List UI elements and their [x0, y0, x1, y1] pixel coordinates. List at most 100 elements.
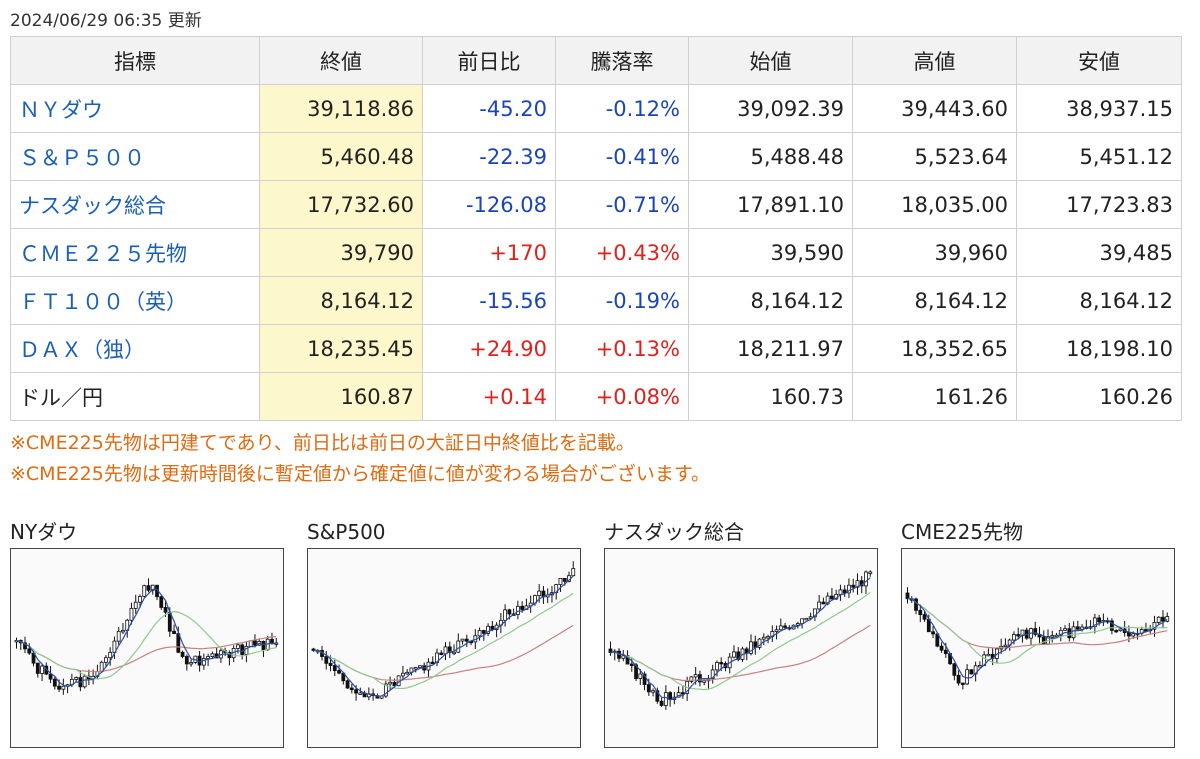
candle-body	[503, 609, 508, 621]
candle-body	[392, 681, 397, 687]
rate-value: -0.19%	[555, 276, 689, 325]
candle-body	[847, 584, 851, 594]
index-name-link[interactable]: ＤＡＸ（独）	[10, 324, 260, 373]
candle-body	[659, 700, 664, 706]
candle-body	[477, 630, 482, 637]
candle-body	[405, 671, 410, 675]
rate-value: +0.08%	[555, 372, 689, 421]
candle-body	[952, 663, 957, 676]
candle-body	[719, 662, 724, 665]
chart-cme225[interactable]: CME225先物	[901, 518, 1175, 748]
candle-body	[1152, 622, 1157, 630]
header-rate[interactable]: 騰落率	[555, 36, 689, 85]
candle-body	[184, 656, 189, 665]
moving-average-short	[313, 575, 574, 697]
candle-body	[61, 685, 66, 690]
candle-body	[774, 629, 779, 632]
candle-body	[464, 638, 469, 642]
close-value: 17,732.60	[259, 180, 423, 229]
candle-body	[1097, 617, 1102, 623]
candle-body	[253, 640, 257, 646]
candle-body	[732, 651, 736, 658]
candle-body	[150, 584, 155, 591]
low-value: 8,164.12	[1016, 276, 1182, 325]
close-value: 8,164.12	[259, 276, 423, 325]
candle-body	[689, 676, 694, 682]
candle-body	[452, 651, 456, 655]
candle-body	[812, 608, 817, 618]
candle-body	[236, 644, 240, 649]
candle-body	[52, 678, 57, 687]
open-value: 5,488.48	[688, 132, 853, 181]
header-open[interactable]: 始値	[688, 36, 853, 85]
candle-body	[197, 655, 202, 666]
candle-body	[1127, 632, 1131, 637]
candle-body	[507, 609, 512, 615]
header-close[interactable]: 終値	[259, 36, 423, 85]
moving-average-mid	[16, 610, 277, 680]
close-value: 18,235.45	[259, 324, 423, 373]
update-timestamp: 2024/06/29 06:35 更新	[10, 11, 202, 31]
candle-body	[358, 692, 363, 695]
index-name-link[interactable]: ＦＴ１００（英）	[10, 276, 260, 325]
candle-body	[642, 673, 647, 685]
chart-nasdaq[interactable]: ナスダック総合	[604, 518, 878, 748]
candlestick-chart[interactable]	[604, 548, 878, 748]
index-name-link[interactable]: ＣＭＥ２２５先物	[10, 228, 260, 277]
candle-body	[1050, 635, 1055, 638]
low-value: 38,937.15	[1016, 84, 1182, 133]
change-value: +24.90	[422, 324, 556, 373]
header-low[interactable]: 安値	[1016, 36, 1182, 85]
candle-body	[244, 645, 249, 655]
candle-body	[146, 585, 151, 591]
candle-body	[914, 598, 918, 611]
candle-body	[651, 690, 655, 693]
header-index[interactable]: 指標	[10, 36, 260, 85]
candle-body	[838, 589, 843, 595]
candle-body	[931, 631, 935, 635]
index-name-link[interactable]: Ｓ＆Ｐ５００	[10, 132, 260, 181]
candle-body	[646, 684, 651, 693]
candle-body	[261, 640, 266, 651]
candle-body	[825, 595, 830, 605]
candlestick-chart[interactable]	[307, 548, 581, 748]
candle-body	[956, 674, 961, 684]
moving-average-mid	[313, 592, 574, 690]
table-row: ドル／円 160.87 +0.14 +0.08% 160.73 161.26 160.26	[10, 372, 1182, 421]
header-high[interactable]: 高値	[852, 36, 1017, 85]
candle-body	[388, 681, 393, 685]
candle-body	[163, 607, 168, 613]
moving-average-long	[313, 624, 574, 681]
candlestick-chart[interactable]	[10, 548, 284, 748]
candle-body	[693, 674, 698, 678]
candle-body	[248, 640, 253, 647]
candle-body	[142, 585, 147, 597]
candle-body	[129, 607, 134, 621]
header-change[interactable]: 前日比	[422, 36, 556, 85]
candle-body	[537, 590, 542, 597]
candle-body	[430, 661, 435, 665]
candle-body	[172, 630, 176, 634]
candle-body	[830, 595, 834, 600]
candle-body	[965, 669, 970, 685]
market-index-table: 指標 終値 前日比 騰落率 始値 高値 安値 ＮＹダウ 39,118.86 -45.…	[10, 36, 1182, 421]
candlestick-chart[interactable]	[901, 548, 1175, 748]
candle-body	[138, 596, 142, 603]
high-value: 18,352.65	[852, 324, 1017, 373]
candle-body	[960, 682, 965, 685]
change-value: +0.14	[422, 372, 556, 421]
candle-body	[1063, 628, 1067, 631]
candle-body	[481, 630, 486, 634]
candle-body	[520, 605, 525, 610]
index-name-link[interactable]: ナスダック総合	[10, 180, 260, 229]
note-line: ※CME225先物は円建てであり、前日比は前日の大証日中終値比を記載。	[10, 432, 635, 454]
candle-body	[855, 580, 860, 588]
candle-body	[753, 641, 758, 648]
index-name-link[interactable]: ＮＹダウ	[10, 84, 260, 133]
candle-body	[851, 584, 856, 588]
chart-sp500[interactable]: S&P500	[307, 518, 581, 748]
chart-nydow[interactable]: NYダウ	[10, 518, 284, 748]
table-row: ナスダック総合 17,732.60 -126.08 -0.71% 17,891.10 18…	[10, 180, 1182, 229]
index-name-link: ドル／円	[10, 372, 260, 421]
candle-body	[761, 636, 766, 640]
